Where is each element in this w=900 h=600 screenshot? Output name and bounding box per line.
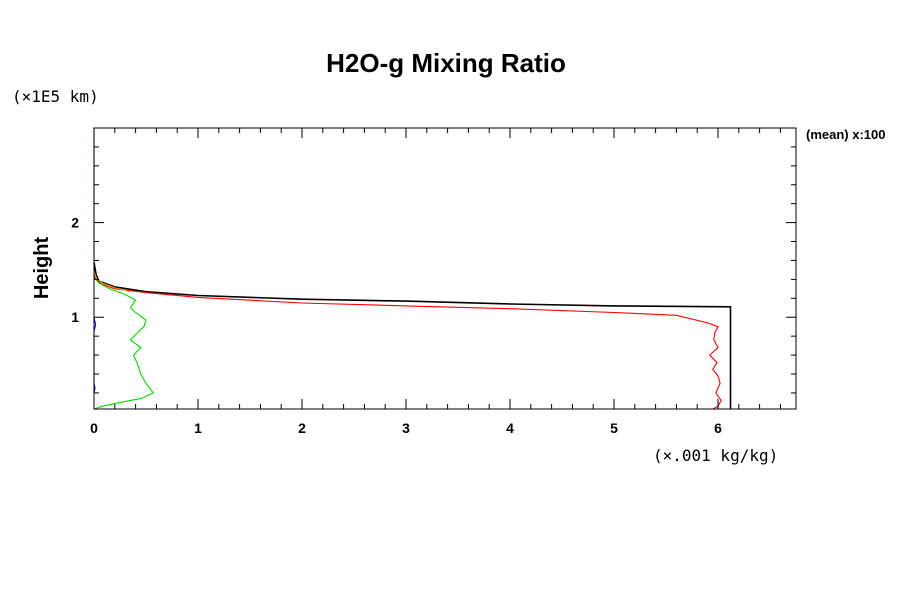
- y-tick-label: 1: [71, 309, 79, 325]
- x-tick-label: 5: [610, 420, 618, 436]
- x-tick-label: 0: [90, 420, 98, 436]
- y-unit-label: (×1E5 km): [12, 87, 99, 106]
- chart-title: H2O-g Mixing Ratio: [326, 48, 566, 78]
- x-unit-label: (×.001 kg/kg): [653, 446, 778, 465]
- y-axis-label: Height: [31, 237, 53, 300]
- x-tick-label: 1: [194, 420, 202, 436]
- series-line-3: [93, 277, 155, 410]
- mean-scale-note: (mean) x:100: [806, 127, 885, 142]
- plot-frame: [93, 127, 797, 410]
- x-tick-label: 3: [402, 420, 410, 436]
- y-tick-label: 2: [71, 215, 79, 231]
- x-tick-label: 4: [506, 420, 514, 436]
- x-tick-label: 2: [298, 420, 306, 436]
- axis-layer: 0 1 2 3 4 5 6 1 2: [71, 128, 796, 436]
- series-layer: [93, 128, 732, 410]
- series-line-2: [93, 275, 722, 410]
- series-line-1: [93, 262, 732, 409]
- x-tick-label: 6: [714, 420, 722, 436]
- series-line-4: [93, 271, 131, 293]
